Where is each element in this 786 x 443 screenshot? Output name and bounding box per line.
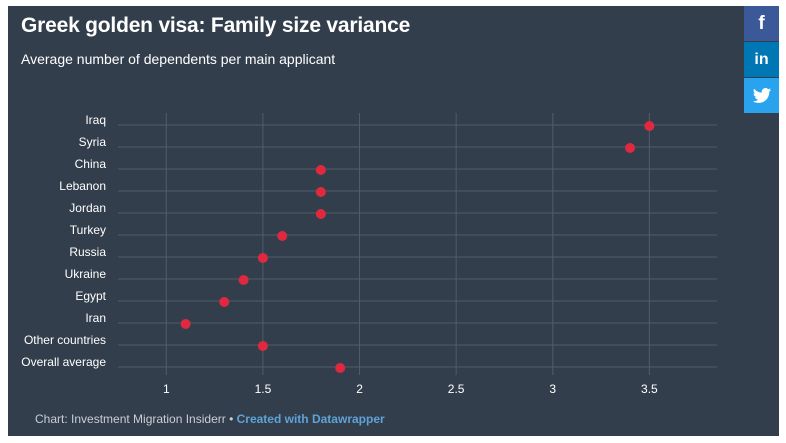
category-label: Syria xyxy=(79,135,107,149)
data-point xyxy=(277,231,288,241)
data-point xyxy=(238,275,249,285)
twitter-icon xyxy=(752,87,771,103)
data-point xyxy=(257,341,268,351)
datawrapper-link[interactable]: Created with Datawrapper xyxy=(236,412,385,426)
linkedin-share-button[interactable]: in xyxy=(744,42,779,77)
linkedin-icon: in xyxy=(754,50,769,68)
category-label: Overall average xyxy=(21,355,106,369)
x-tick-label: 3 xyxy=(549,382,556,396)
data-point xyxy=(315,209,326,219)
category-label: China xyxy=(75,157,107,171)
data-point xyxy=(315,187,326,197)
category-label: Turkey xyxy=(70,223,106,237)
chart-subtitle: Average number of dependents per main ap… xyxy=(21,51,336,67)
category-label: Iraq xyxy=(85,113,106,127)
chart-footer: Chart: Investment Migration Insiderr • C… xyxy=(35,412,385,426)
facebook-icon: f xyxy=(758,12,765,34)
dot-plot-chart: 1 1.5 2 2.5 3 3.5 Iraq Syria China Lebanon Jordan T… xyxy=(21,113,717,396)
data-point xyxy=(180,319,191,329)
data-point xyxy=(644,121,655,131)
source-credit: Chart: Investment Migration Insiderr xyxy=(35,412,226,426)
twitter-share-button[interactable] xyxy=(744,78,779,113)
category-label: Russia xyxy=(69,245,106,259)
category-label: Lebanon xyxy=(59,179,106,193)
chart-title: Greek golden visa: Family size variance xyxy=(21,14,411,37)
x-tick-label: 2 xyxy=(356,382,363,396)
footer-separator: • xyxy=(225,412,237,426)
category-label: Ukraine xyxy=(65,267,107,281)
data-point xyxy=(257,253,268,263)
data-point xyxy=(625,143,636,153)
data-point xyxy=(219,297,230,307)
chart-card: Greek golden visa: Family size variance … xyxy=(8,6,779,436)
x-tick-label: 3.5 xyxy=(641,382,658,396)
category-label: Jordan xyxy=(69,201,106,215)
data-point xyxy=(315,165,326,175)
x-tick-label: 1 xyxy=(163,382,170,396)
category-label: Iran xyxy=(85,311,106,325)
facebook-share-button[interactable]: f xyxy=(744,6,779,41)
x-tick-label: 1.5 xyxy=(255,382,272,396)
category-label: Other countries xyxy=(24,333,106,347)
data-point xyxy=(335,363,346,373)
category-label: Egypt xyxy=(75,289,106,303)
x-tick-label: 2.5 xyxy=(448,382,465,396)
